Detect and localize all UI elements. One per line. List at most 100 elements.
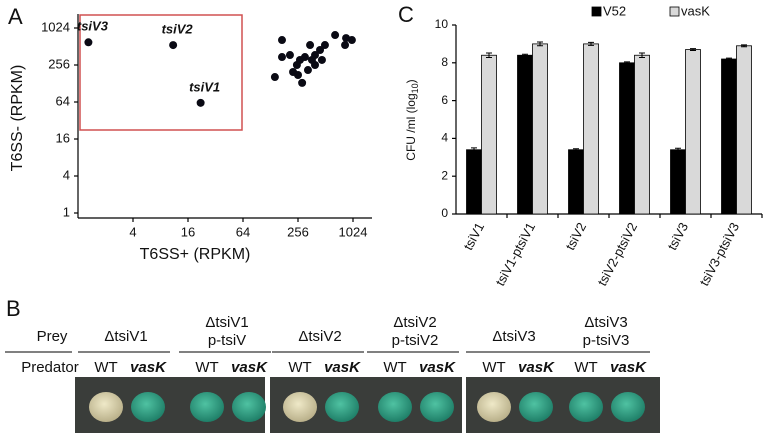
- y-tick-label: 8: [441, 55, 448, 69]
- prey-strain: ΔtsiV1: [205, 314, 248, 331]
- predator-strain: WT: [94, 359, 117, 376]
- point: [320, 41, 329, 50]
- point: [316, 46, 325, 55]
- point: [277, 53, 286, 62]
- colony: [89, 392, 123, 422]
- point: [311, 51, 320, 60]
- bar: [736, 45, 752, 215]
- x-tick-label: tsiV2: [562, 220, 589, 253]
- colony: [611, 392, 645, 422]
- bar: [634, 54, 650, 215]
- prey-strain: ΔtsiV3: [492, 328, 535, 345]
- point: [341, 41, 350, 50]
- point: [285, 51, 294, 60]
- predator-strain: vasK: [610, 359, 647, 376]
- bar: [583, 43, 599, 215]
- y-axis-label-text: CFU /ml (log: [404, 93, 418, 160]
- x-tick-label: tsiV1-ptsiV1: [492, 220, 538, 288]
- colony: [519, 392, 553, 422]
- point: [306, 41, 315, 50]
- colony: [190, 392, 224, 422]
- error-bar: [741, 44, 747, 48]
- error-bar: [537, 41, 543, 47]
- point: [300, 53, 309, 62]
- bar: [619, 62, 635, 215]
- highlight-box: [79, 14, 243, 131]
- panel-label: B: [6, 296, 21, 321]
- prey-strain: ΔtsiV2: [393, 314, 436, 331]
- colony: [325, 392, 359, 422]
- x-tick-label: tsiV3: [664, 220, 691, 253]
- point: [347, 36, 356, 45]
- predator-strain: vasK: [231, 359, 268, 376]
- predator-strain: WT: [482, 359, 505, 376]
- row-label: Prey: [37, 328, 68, 345]
- y-axis-label: T6SS- (RPKM): [9, 65, 26, 172]
- point: [84, 38, 93, 47]
- y-tick-label: 2: [441, 168, 448, 182]
- predator-strain: vasK: [518, 359, 555, 376]
- point: [277, 36, 286, 45]
- colony: [569, 392, 603, 422]
- bar: [721, 58, 737, 215]
- point-label: tsiV2: [162, 22, 194, 37]
- point-label: tsiV1: [189, 79, 220, 94]
- prey-strain: p-tsiV2: [392, 332, 439, 349]
- legend-label: V52: [603, 3, 626, 18]
- x-axis-label: T6SS+ (RPKM): [140, 246, 251, 263]
- y-tick-label: 10: [435, 17, 449, 31]
- legend-swatch: [591, 6, 602, 17]
- y-axis-label-end: ): [404, 79, 418, 83]
- y-axis-label: CFU /ml (log10): [404, 79, 420, 160]
- y-tick-label: 4: [441, 131, 448, 145]
- row-label: Predator: [21, 359, 79, 376]
- predator-strain: WT: [288, 359, 311, 376]
- point: [294, 71, 302, 80]
- predator-strain: WT: [383, 359, 406, 376]
- y-tick-label: 16: [56, 130, 70, 145]
- point: [298, 78, 307, 87]
- prey-strain: ΔtsiV3: [584, 314, 627, 331]
- colony: [420, 392, 454, 422]
- x-tick-label: 1024: [339, 224, 368, 239]
- bar: [517, 54, 533, 215]
- point: [331, 31, 340, 40]
- panel-label: A: [8, 4, 23, 29]
- predator-strain: vasK: [419, 359, 456, 376]
- prey-strain: ΔtsiV1: [104, 328, 147, 345]
- point: [303, 66, 312, 75]
- x-tick-label: 4: [129, 224, 136, 239]
- colony: [232, 392, 266, 422]
- y-tick-label: 1024: [41, 19, 70, 34]
- error-bar: [726, 57, 732, 61]
- prey-strain: p-tsiV: [208, 332, 246, 349]
- predator-strain: WT: [574, 359, 597, 376]
- bar: [670, 149, 686, 215]
- point: [317, 55, 326, 64]
- bar: [568, 149, 584, 215]
- error-bar: [486, 52, 492, 59]
- point: [270, 73, 279, 82]
- predator-strain: vasK: [324, 359, 361, 376]
- point: [311, 61, 320, 69]
- error-bar: [624, 61, 630, 65]
- legend-label: vasK: [681, 3, 710, 18]
- colony: [477, 392, 511, 422]
- prey-strain: ΔtsiV2: [298, 328, 341, 345]
- y-axis-label-subscript: 10: [410, 83, 420, 93]
- error-bar: [675, 147, 681, 152]
- error-bar: [573, 148, 579, 152]
- bar: [685, 49, 701, 215]
- x-tick-label: tsiV2-ptsiV2: [594, 220, 640, 288]
- colony: [131, 392, 165, 422]
- predator-strain: WT: [195, 359, 218, 376]
- predator-strain: vasK: [130, 359, 167, 376]
- y-tick-label: 0: [441, 206, 448, 220]
- x-tick-label: 16: [181, 224, 195, 239]
- point-label: tsiV3: [77, 19, 109, 34]
- x-tick-label: 256: [287, 224, 309, 239]
- y-tick-label: 256: [48, 56, 70, 71]
- panel-label: C: [398, 2, 414, 27]
- y-tick-label: 64: [56, 93, 70, 108]
- bar: [466, 149, 482, 215]
